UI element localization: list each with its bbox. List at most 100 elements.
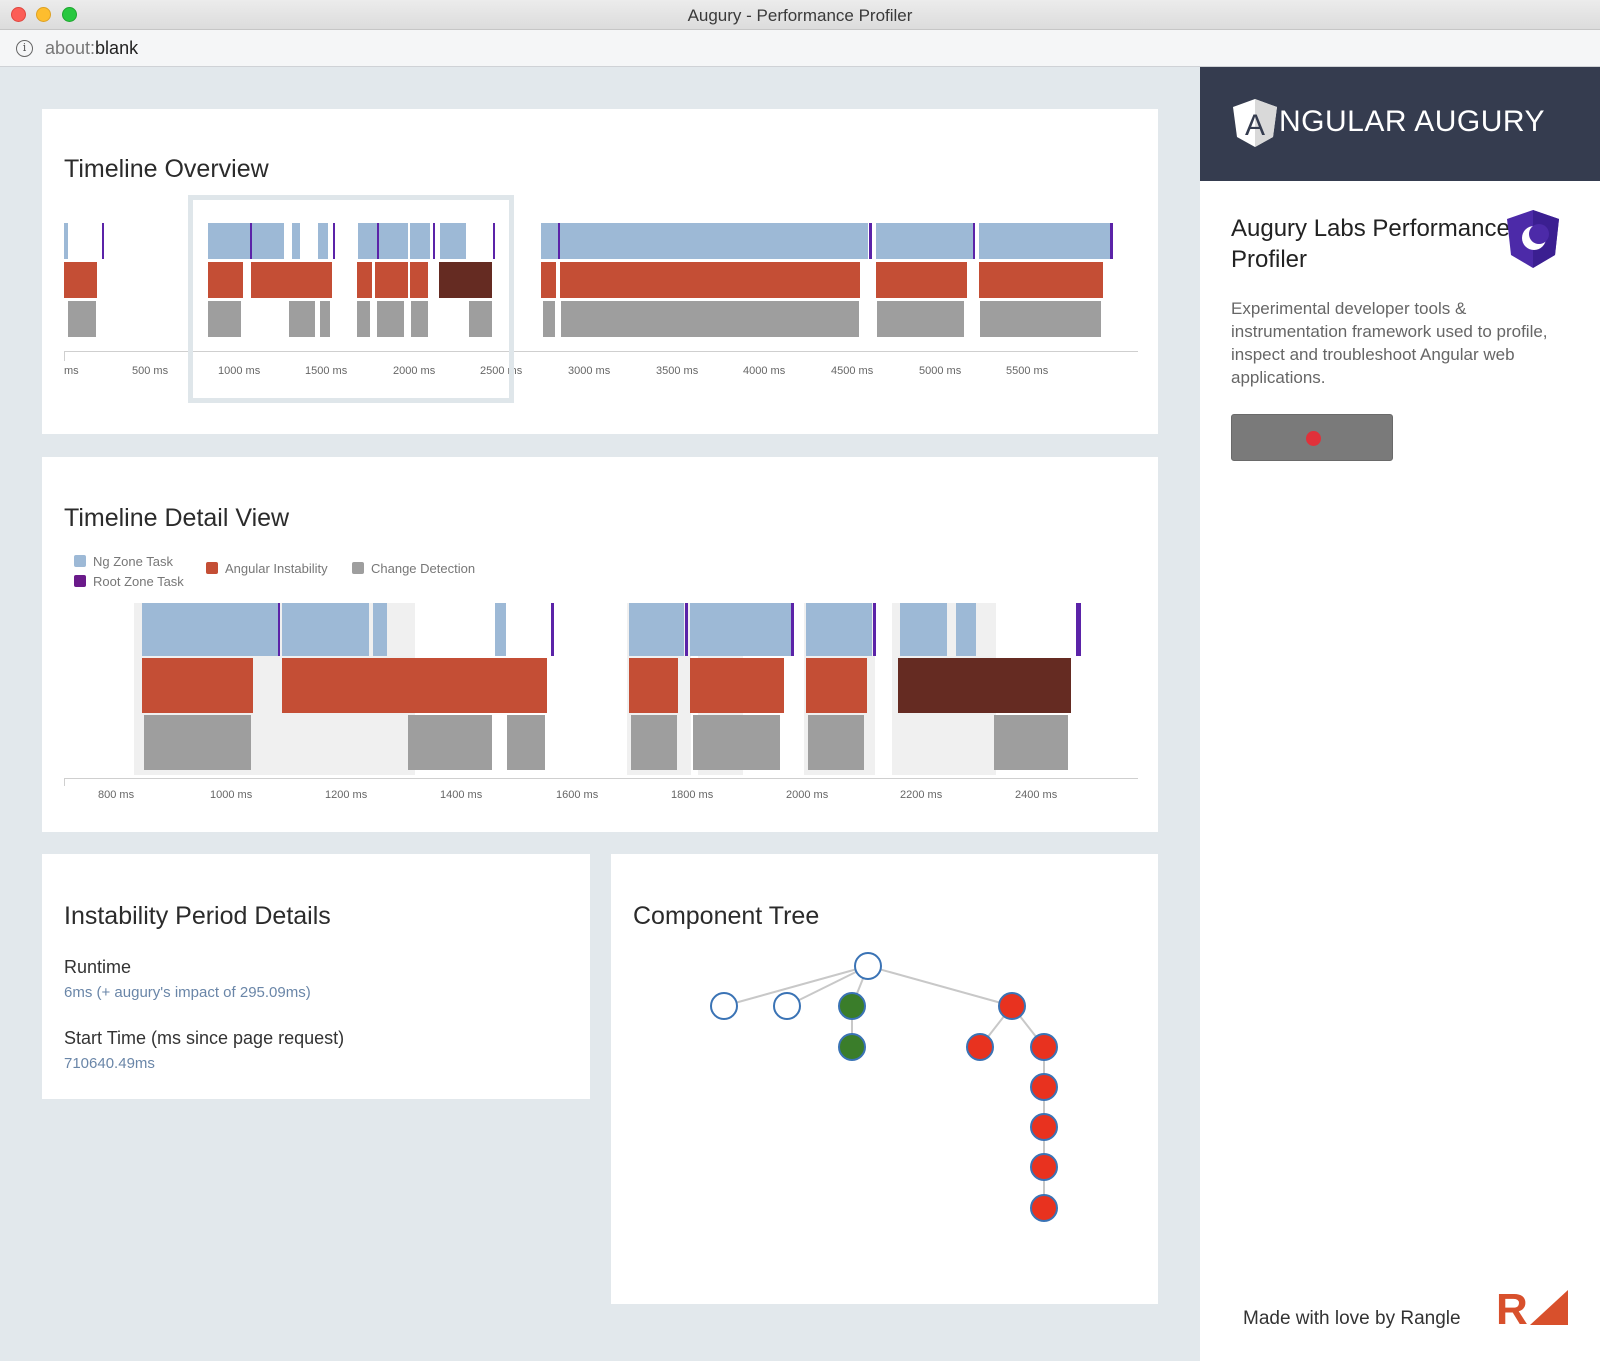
ng-zone-task-bar[interactable] <box>541 223 868 259</box>
overview-chart[interactable] <box>42 109 1158 434</box>
instability-bar[interactable] <box>690 658 784 713</box>
maximize-window-button[interactable] <box>62 7 77 22</box>
instability-bar[interactable] <box>357 262 372 298</box>
legend-root-zone[interactable]: Root Zone Task <box>74 574 184 589</box>
record-button[interactable] <box>1231 414 1393 461</box>
instability-bar[interactable] <box>282 658 547 713</box>
change-detection-bar[interactable] <box>408 715 492 770</box>
ng-zone-task-bar[interactable] <box>629 603 684 656</box>
change-detection-bar[interactable] <box>808 715 864 770</box>
root-zone-task-marker[interactable] <box>685 603 688 656</box>
ng-zone-task-bar[interactable] <box>358 223 408 259</box>
root-zone-task-marker[interactable] <box>250 223 252 259</box>
root-zone-task-marker[interactable] <box>102 223 104 259</box>
root-zone-task-marker[interactable] <box>791 603 794 656</box>
instability-bar[interactable] <box>541 262 556 298</box>
tree-node[interactable] <box>710 992 738 1020</box>
ng-zone-task-bar[interactable] <box>292 223 300 259</box>
ng-zone-task-bar[interactable] <box>318 223 328 259</box>
change-detection-bar[interactable] <box>68 301 96 337</box>
change-detection-bar[interactable] <box>980 301 1101 337</box>
instability-bar[interactable] <box>806 658 867 713</box>
ng-zone-task-bar[interactable] <box>142 603 278 656</box>
tree-node-red[interactable] <box>998 992 1026 1020</box>
root-zone-task-marker[interactable] <box>558 223 560 259</box>
change-detection-bar[interactable] <box>469 301 492 337</box>
detail-chart[interactable] <box>42 457 1158 832</box>
legend-change-detection[interactable]: Change Detection <box>352 561 475 576</box>
ng-zone-task-bar[interactable] <box>440 223 466 259</box>
tree-node-root[interactable] <box>854 952 882 980</box>
ng-zone-task-bar[interactable] <box>690 603 792 656</box>
close-window-button[interactable] <box>11 7 26 22</box>
root-zone-task-marker[interactable] <box>493 223 495 259</box>
tree-node-red[interactable] <box>1030 1153 1058 1181</box>
change-detection-bar[interactable] <box>994 715 1068 770</box>
change-detection-bar[interactable] <box>208 301 241 337</box>
legend-ng-zone[interactable]: Ng Zone Task <box>74 554 173 569</box>
url-text[interactable]: about:blank <box>45 38 138 59</box>
ng-zone-task-bar[interactable] <box>410 223 430 259</box>
tree-node-red[interactable] <box>1030 1073 1058 1101</box>
instability-bar[interactable] <box>375 262 408 298</box>
change-detection-bar[interactable] <box>877 301 964 337</box>
instability-bar[interactable] <box>560 262 860 298</box>
change-detection-bar[interactable] <box>631 715 677 770</box>
root-zone-task-marker[interactable] <box>551 603 554 656</box>
instability-bar[interactable] <box>876 262 967 298</box>
tree-node-red[interactable] <box>1030 1194 1058 1222</box>
root-zone-task-marker[interactable] <box>433 223 435 259</box>
instability-details-card: Instability Period Details Runtime 6ms (… <box>42 854 590 1099</box>
instability-bar-selected[interactable] <box>439 262 492 298</box>
rangle-logo-icon[interactable]: R <box>1496 1288 1570 1328</box>
instability-bar[interactable] <box>142 658 253 713</box>
ng-zone-task-bar[interactable] <box>806 603 872 656</box>
root-zone-task-marker[interactable] <box>377 223 379 259</box>
minimize-window-button[interactable] <box>36 7 51 22</box>
ng-zone-task-bar[interactable] <box>373 603 387 656</box>
root-zone-task-marker[interactable] <box>869 223 872 259</box>
root-zone-task-marker[interactable] <box>1110 223 1113 259</box>
tree-node-green[interactable] <box>838 1033 866 1061</box>
address-bar[interactable]: i about:blank <box>0 30 1600 67</box>
change-detection-bar[interactable] <box>320 301 330 337</box>
root-zone-task-marker[interactable] <box>278 603 280 656</box>
change-detection-bar[interactable] <box>289 301 315 337</box>
change-detection-bar[interactable] <box>411 301 428 337</box>
instability-bar[interactable] <box>410 262 428 298</box>
ng-zone-task-bar[interactable] <box>495 603 506 656</box>
tree-node-green[interactable] <box>838 992 866 1020</box>
instability-bar[interactable] <box>208 262 243 298</box>
legend-angular-instability[interactable]: Angular Instability <box>206 561 328 576</box>
instability-bar[interactable] <box>251 262 332 298</box>
instability-bar[interactable] <box>64 262 97 298</box>
instability-bar[interactable] <box>629 658 678 713</box>
ng-zone-task-bar[interactable] <box>282 603 369 656</box>
tree-node-red[interactable] <box>1030 1113 1058 1141</box>
change-detection-bar[interactable] <box>377 301 404 337</box>
tree-node-red[interactable] <box>1030 1033 1058 1061</box>
ng-zone-task-bar[interactable] <box>979 223 1110 259</box>
change-detection-bar[interactable] <box>357 301 370 337</box>
change-detection-bar[interactable] <box>561 301 859 337</box>
root-zone-task-marker[interactable] <box>333 223 335 259</box>
info-icon[interactable]: i <box>16 40 33 57</box>
tree-node-red[interactable] <box>966 1033 994 1061</box>
change-detection-bar[interactable] <box>144 715 251 770</box>
instability-bar-selected[interactable] <box>898 658 1071 713</box>
ng-zone-task-bar[interactable] <box>208 223 284 259</box>
root-zone-task-marker[interactable] <box>973 223 975 259</box>
change-detection-bar[interactable] <box>693 715 780 770</box>
instability-bar[interactable] <box>979 262 1103 298</box>
ng-zone-task-bar[interactable] <box>900 603 947 656</box>
ng-zone-task-bar[interactable] <box>64 223 68 259</box>
ng-zone-task-bar[interactable] <box>876 223 974 259</box>
overview-selection-window[interactable] <box>188 195 514 403</box>
change-detection-bar[interactable] <box>507 715 545 770</box>
root-zone-task-marker[interactable] <box>873 603 876 656</box>
tree-node[interactable] <box>773 992 801 1020</box>
change-detection-bar[interactable] <box>543 301 555 337</box>
root-zone-task-marker[interactable] <box>1076 603 1081 656</box>
ng-zone-task-bar[interactable] <box>956 603 976 656</box>
axis-tick-label: 1000 ms <box>210 789 253 801</box>
